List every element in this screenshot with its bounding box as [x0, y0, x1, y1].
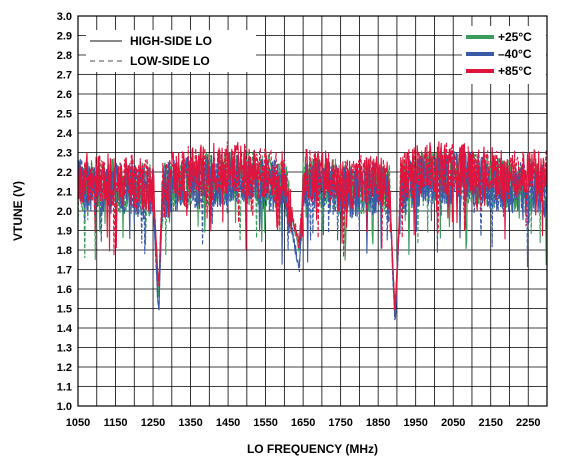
legend-85c-label: +85°C: [498, 64, 532, 78]
y-axis-label: VTUNE (V): [11, 181, 25, 241]
plot-frame: [77, 15, 548, 407]
y-tick-labels: 1.0 1.1 1.2 1.3 1.4 1.5 1.6 1.7 1.8 1.9 2.0 2.1 2.2 2…: [57, 11, 73, 413]
y-tick-label: 2.2: [57, 167, 72, 179]
y-tick-label: 2.4: [57, 128, 73, 140]
y-tick-label: 3.0: [57, 11, 72, 23]
x-tick-label: 2050: [441, 417, 465, 429]
y-tick-label: 2.0: [57, 206, 72, 218]
y-tick-label: 1.4: [57, 323, 73, 335]
x-tick-label: 1050: [66, 417, 90, 429]
y-tick-label: 2.5: [57, 109, 72, 121]
x-tick-label: 1250: [141, 417, 165, 429]
x-tick-label: 1550: [253, 417, 277, 429]
y-tick-label: 2.1: [57, 187, 72, 199]
y-tick-label: 2.7: [57, 70, 72, 82]
x-tick-label: 2150: [478, 417, 502, 429]
y-tick-label: 1.1: [57, 382, 72, 394]
legend-style-background: [86, 30, 256, 72]
x-axis-label: LO FREQUENCY (MHz): [247, 442, 378, 456]
x-tick-label: 1950: [403, 417, 427, 429]
x-tick-label: 1650: [291, 417, 315, 429]
x-tick-labels: 1050 1150 1250 1350 1450 1550 1650 1750 1850 1950…: [66, 417, 541, 429]
legend-high-side-label: HIGH-SIDE LO: [130, 34, 212, 48]
legend-temperature: +25°C –40°C +85°C: [462, 26, 546, 84]
y-tick-label: 1.7: [57, 265, 72, 277]
series-layer: [77, 141, 548, 321]
y-tick-label: 2.8: [57, 50, 72, 62]
x-tick-label: 1450: [216, 417, 240, 429]
series-line-2-low-side: [77, 141, 548, 312]
y-tick-label: 1.6: [57, 284, 72, 296]
y-tick-label: 2.6: [57, 89, 72, 101]
y-tick-label: 1.8: [57, 245, 72, 257]
y-tick-label: 1.2: [57, 362, 72, 374]
y-tick-label: 1.0: [57, 401, 72, 413]
y-tick-label: 1.5: [57, 304, 72, 316]
y-tick-label: 2.3: [57, 148, 72, 160]
legend-style: HIGH-SIDE LO LOW-SIDE LO: [86, 30, 256, 72]
y-tick-label: 1.3: [57, 343, 72, 355]
legend-minus40c-label: –40°C: [498, 47, 532, 61]
y-tick-label: 2.9: [57, 31, 72, 43]
x-tick-label: 1750: [328, 417, 352, 429]
x-tick-label: 1150: [104, 417, 128, 429]
x-tick-label: 1350: [178, 417, 202, 429]
legend-low-side-label: LOW-SIDE LO: [130, 54, 210, 68]
x-tick-label: 1850: [366, 417, 390, 429]
x-tick-label: 2250: [516, 417, 540, 429]
legend-25c-label: +25°C: [498, 30, 532, 44]
y-tick-label: 1.9: [57, 226, 72, 238]
